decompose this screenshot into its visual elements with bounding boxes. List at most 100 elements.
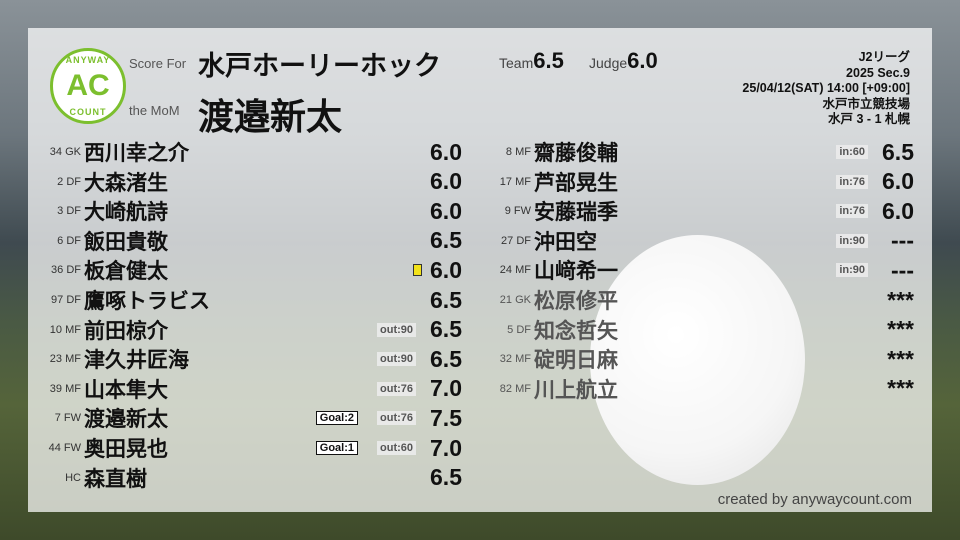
player-row: 5 DF 知念哲矢 *** xyxy=(480,316,914,344)
player-score: 7.0 xyxy=(430,375,462,402)
anywaycount-logo: ANYWAY AC COUNT xyxy=(50,48,126,124)
mom-name: 渡邉新太 xyxy=(198,97,343,138)
score-panel xyxy=(28,28,932,512)
player-row: 23 MF 津久井匠海 6.5 out:90 xyxy=(30,345,462,373)
player-number-position: HC xyxy=(65,471,81,484)
yellow-card-icon xyxy=(413,264,422,277)
player-number-position: 32 MF xyxy=(499,353,531,366)
substitution-tag: out:76 xyxy=(377,381,416,396)
player-number-position: 24 MF xyxy=(499,264,531,277)
player-name: 芦部晃生 xyxy=(534,170,618,195)
substitution-tag: in:90 xyxy=(836,233,868,248)
player-number-position: 39 MF xyxy=(49,382,81,395)
player-score: 7.0 xyxy=(430,434,462,461)
player-number-position: 2 DF xyxy=(57,175,81,188)
player-number-position: 44 FW xyxy=(48,442,81,454)
player-name: 津久井匠海 xyxy=(84,348,189,373)
substitution-tag: in:60 xyxy=(836,145,868,159)
score-for-label: Score For xyxy=(129,56,187,71)
substitution-tag: out:90 xyxy=(377,322,416,337)
substitution-tag: in:90 xyxy=(836,263,868,278)
player-score: --- xyxy=(891,227,914,254)
player-row: 2 DF 大森渚生 6.0 xyxy=(30,168,462,196)
player-name: 大崎航詩 xyxy=(84,200,168,225)
team-score: Team6.5 xyxy=(499,48,564,73)
player-row: 97 DF 鷹啄トラビス 6.5 xyxy=(30,286,462,314)
player-row: 27 DF 沖田空 --- in:90 xyxy=(480,227,914,255)
substitution-tag: out:60 xyxy=(377,441,416,455)
player-name: 森直樹 xyxy=(84,466,147,491)
player-score: *** xyxy=(887,345,914,372)
player-score: 7.5 xyxy=(430,404,462,431)
mom-label: the MoM xyxy=(129,103,180,118)
player-name: 奥田晃也 xyxy=(84,437,168,461)
player-row: 32 MF 碇明日麻 *** xyxy=(480,345,914,373)
player-score: *** xyxy=(887,286,914,313)
team-name: 水戸ホーリーホック xyxy=(198,51,441,82)
player-number-position: 82 MF xyxy=(499,382,531,395)
player-name: 渡邉新太 xyxy=(84,407,168,432)
player-name: 西川幸之介 xyxy=(84,141,189,165)
player-row: 36 DF 板倉健太 6.0 xyxy=(30,256,462,284)
player-number-position: 3 DF xyxy=(57,205,81,218)
player-row: 9 FW 安藤瑞季 6.0 in:76 xyxy=(480,197,914,225)
substitution-tag: out:76 xyxy=(377,411,416,426)
player-name: 知念哲矢 xyxy=(534,318,618,343)
goal-badge: Goal:2 xyxy=(315,411,358,426)
player-row: 7 FW 渡邉新太 7.5 out:76 Goal:2 xyxy=(30,404,462,432)
player-number-position: 7 FW xyxy=(54,412,81,425)
player-number-position: 36 DF xyxy=(51,264,81,277)
player-number-position: 5 DF xyxy=(507,323,531,336)
credit: created by anywaycount.com xyxy=(717,491,912,508)
player-name: 板倉健太 xyxy=(84,259,168,284)
player-number-position: 23 MF xyxy=(49,353,81,366)
goal-badge: Goal:1 xyxy=(315,441,358,455)
player-number-position: 97 DF xyxy=(51,294,81,306)
player-row: 39 MF 山本隼大 7.0 out:76 xyxy=(30,375,462,403)
player-name: 飯田貴敬 xyxy=(84,229,168,254)
player-number-position: 10 MF xyxy=(49,323,81,336)
player-row: 24 MF 山﨑希一 --- in:90 xyxy=(480,256,914,284)
player-score: *** xyxy=(887,375,914,402)
player-score: 6.5 xyxy=(430,345,462,372)
player-name: 安藤瑞季 xyxy=(534,200,618,225)
player-number-position: 27 DF xyxy=(501,234,531,247)
player-score: --- xyxy=(891,256,914,283)
player-name: 齋藤俊輔 xyxy=(534,141,618,165)
match-info: J2リーグ 2025 Sec.9 25/04/12(SAT) 14:00 [+0… xyxy=(742,50,910,126)
player-name: 前田椋介 xyxy=(84,318,168,343)
player-row: 10 MF 前田椋介 6.5 out:90 xyxy=(30,316,462,344)
judge-score: Judge6.0 xyxy=(589,48,658,73)
player-row: 82 MF 川上航立 *** xyxy=(480,375,914,403)
player-score: 6.0 xyxy=(430,256,462,283)
player-name: 山本隼大 xyxy=(84,377,168,402)
player-name: 沖田空 xyxy=(534,229,597,254)
player-row: 44 FW 奥田晃也 7.0 out:60 Goal:1 xyxy=(30,434,462,462)
player-score: 6.0 xyxy=(430,168,462,195)
player-name: 山﨑希一 xyxy=(534,259,618,284)
player-score: 6.0 xyxy=(430,138,462,165)
player-name: 松原修平 xyxy=(534,289,618,313)
player-row: HC 森直樹 6.5 xyxy=(30,464,462,492)
player-row: 21 GK 松原修平 *** xyxy=(480,286,914,314)
player-score: 6.5 xyxy=(882,138,914,165)
player-name: 大森渚生 xyxy=(84,170,168,195)
player-row: 6 DF 飯田貴敬 6.5 xyxy=(30,227,462,255)
player-row: 17 MF 芦部晃生 6.0 in:76 xyxy=(480,168,914,196)
player-number-position: 8 MF xyxy=(505,146,531,158)
player-number-position: 9 FW xyxy=(504,205,531,218)
player-name: 鷹啄トラビス xyxy=(84,289,210,313)
player-score: 6.0 xyxy=(882,168,914,195)
player-number-position: 17 MF xyxy=(499,175,531,188)
player-score: 6.0 xyxy=(430,197,462,224)
player-number-position: 6 DF xyxy=(57,234,81,247)
player-row: 34 GK 西川幸之介 6.0 xyxy=(30,138,462,166)
player-score: 6.5 xyxy=(430,286,462,313)
substitution-tag: in:76 xyxy=(836,174,868,189)
player-row: 3 DF 大崎航詩 6.0 xyxy=(30,197,462,225)
player-number-position: 21 GK xyxy=(499,294,531,306)
player-name: 川上航立 xyxy=(534,377,618,402)
substitution-tag: in:76 xyxy=(836,204,868,219)
player-row: 8 MF 齋藤俊輔 6.5 in:60 xyxy=(480,138,914,166)
player-score: *** xyxy=(887,316,914,343)
